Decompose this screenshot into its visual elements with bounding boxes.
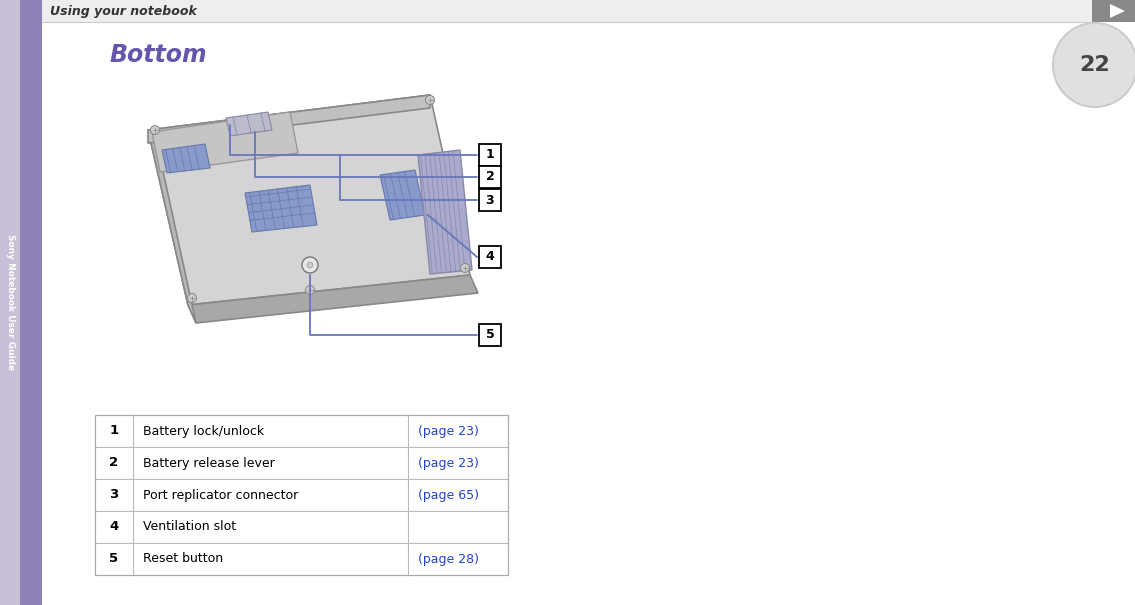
Polygon shape xyxy=(148,130,196,323)
Text: 22: 22 xyxy=(1079,55,1110,75)
Polygon shape xyxy=(226,112,272,136)
Circle shape xyxy=(461,264,470,272)
Bar xyxy=(42,0,1092,22)
Polygon shape xyxy=(1110,4,1125,18)
Text: Battery lock/unlock: Battery lock/unlock xyxy=(143,425,264,437)
Circle shape xyxy=(1053,23,1135,107)
Text: Battery release lever: Battery release lever xyxy=(143,457,275,469)
Text: Reset button: Reset button xyxy=(143,552,224,566)
Polygon shape xyxy=(152,112,299,172)
Circle shape xyxy=(306,262,313,268)
Circle shape xyxy=(187,293,196,302)
Circle shape xyxy=(305,286,314,295)
Polygon shape xyxy=(148,95,470,305)
Text: (page 28): (page 28) xyxy=(418,552,479,566)
Circle shape xyxy=(426,96,435,105)
Text: 1: 1 xyxy=(109,425,118,437)
Text: (page 23): (page 23) xyxy=(418,457,479,469)
Polygon shape xyxy=(245,185,317,232)
Text: 4: 4 xyxy=(486,250,495,264)
Text: Port replicator connector: Port replicator connector xyxy=(143,488,299,502)
Circle shape xyxy=(302,257,318,273)
Bar xyxy=(479,144,501,166)
Bar xyxy=(479,246,501,268)
Text: Ventilation slot: Ventilation slot xyxy=(143,520,236,534)
Polygon shape xyxy=(148,95,430,143)
Polygon shape xyxy=(188,275,478,323)
Text: 5: 5 xyxy=(109,552,118,566)
Bar xyxy=(0,0,20,605)
Circle shape xyxy=(151,125,160,134)
Text: Sony Notebook User Guide: Sony Notebook User Guide xyxy=(6,234,15,370)
Polygon shape xyxy=(380,170,424,220)
Bar xyxy=(95,479,508,511)
Bar xyxy=(479,324,501,346)
Text: 2: 2 xyxy=(109,457,118,469)
Bar xyxy=(95,511,508,543)
Text: 3: 3 xyxy=(109,488,119,502)
Text: Using your notebook: Using your notebook xyxy=(50,4,196,18)
Text: Bottom: Bottom xyxy=(110,43,208,67)
Bar xyxy=(95,415,508,575)
Bar xyxy=(479,166,501,188)
Polygon shape xyxy=(162,144,210,173)
Text: 5: 5 xyxy=(486,329,495,341)
Bar xyxy=(479,189,501,211)
Text: (page 65): (page 65) xyxy=(418,488,479,502)
Bar xyxy=(95,543,508,575)
Bar xyxy=(95,415,508,447)
Bar xyxy=(20,0,42,605)
Text: 2: 2 xyxy=(486,171,495,183)
Text: 1: 1 xyxy=(486,148,495,162)
Text: 3: 3 xyxy=(486,194,495,206)
Bar xyxy=(1092,0,1135,22)
Bar xyxy=(95,447,508,479)
Polygon shape xyxy=(418,150,472,274)
Text: (page 23): (page 23) xyxy=(418,425,479,437)
Text: 4: 4 xyxy=(109,520,119,534)
